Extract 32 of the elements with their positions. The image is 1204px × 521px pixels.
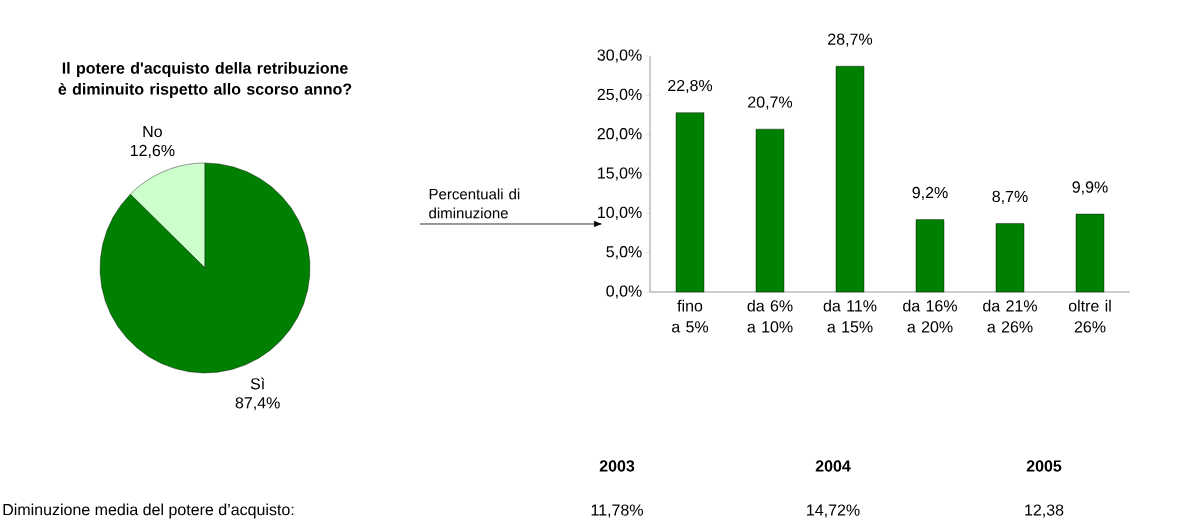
data-label: 87,4%	[235, 397, 280, 411]
y-tick-label: 25,0%	[597, 88, 642, 102]
data-label: 8,7%	[992, 190, 1028, 205]
text: Diminuzione media del potere d’acquisto:	[3, 503, 294, 519]
slice-label: Sì	[250, 377, 265, 390]
data-label: 28,7%	[828, 33, 873, 47]
y-tick-label: 30,0%	[597, 49, 642, 63]
y-tick-label: 20,0%	[597, 128, 642, 142]
x-tick-label: da 16% a 20%	[903, 299, 957, 333]
x-tick-label: da 21% a 26%	[983, 299, 1037, 333]
data-label: 9,2%	[912, 186, 948, 201]
data-label: 9,9%	[1072, 181, 1108, 195]
text: Percentuali di diminuzione	[429, 188, 520, 219]
x-tick-label: fino a 5%	[672, 299, 709, 333]
category-label: 2005	[1026, 460, 1062, 472]
data-label: 12,6%	[130, 144, 175, 159]
data-label: 20,7%	[748, 96, 793, 110]
y-tick-label: 15,0%	[598, 167, 642, 181]
data-label: 22,8%	[668, 79, 713, 94]
y-tick-label: 10,0%	[598, 206, 642, 220]
slice-label: No	[143, 126, 162, 138]
x-tick-label: da 11% a 15%	[823, 299, 877, 333]
y-tick-label: 0,0%	[606, 285, 642, 299]
text: 14,72%	[807, 504, 860, 518]
x-tick-label: oltre il 26%	[1068, 299, 1111, 333]
chart-title: Il potere d'acquisto della retribuzione è diminuito rispetto allo scorso anno?	[58, 62, 352, 98]
y-tick-label: 5,0%	[606, 246, 642, 260]
text: 11,78%	[591, 504, 643, 518]
category-label: 2003	[599, 460, 635, 472]
text: 12,38	[1025, 504, 1064, 518]
category-label: 2004	[815, 460, 851, 472]
x-tick-label: da 6% a 10%	[747, 299, 793, 333]
